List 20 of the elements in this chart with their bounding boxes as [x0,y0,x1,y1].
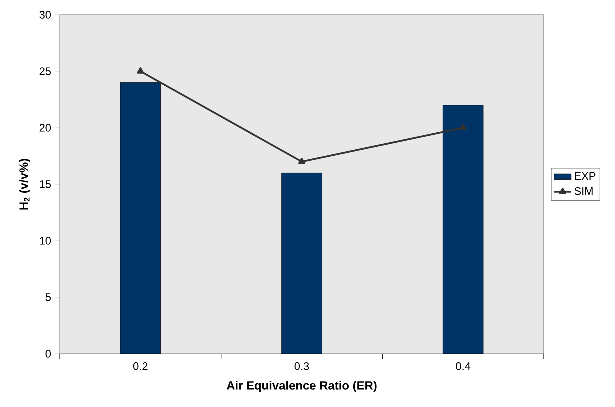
x-tick-label: 0.2 [133,362,148,370]
y-axis-title: H$_{2}$ (v/v%) [19,159,30,210]
x-axis-title: Air Equivalence Ratio (ER) [226,381,377,392]
y-tick-label: 15 [40,180,52,188]
y-tick-label: 0 [46,350,52,358]
bar [120,82,162,354]
legend-label: SIM [574,187,593,196]
point [460,124,467,130]
point [298,158,306,164]
y-tick-label: 30 [40,11,52,19]
y-tick-label: 10 [40,237,52,245]
y-tick-label: 20 [40,124,52,132]
bar [282,173,322,354]
bar [442,105,484,354]
point [137,68,144,74]
y-tick-label: 25 [40,68,52,76]
legend-label: EXP [575,172,596,180]
x-tick-label: 0.4 [456,362,471,370]
y-tick-label: 5 [46,294,52,302]
x-tick-label: 0.3 [294,362,310,370]
